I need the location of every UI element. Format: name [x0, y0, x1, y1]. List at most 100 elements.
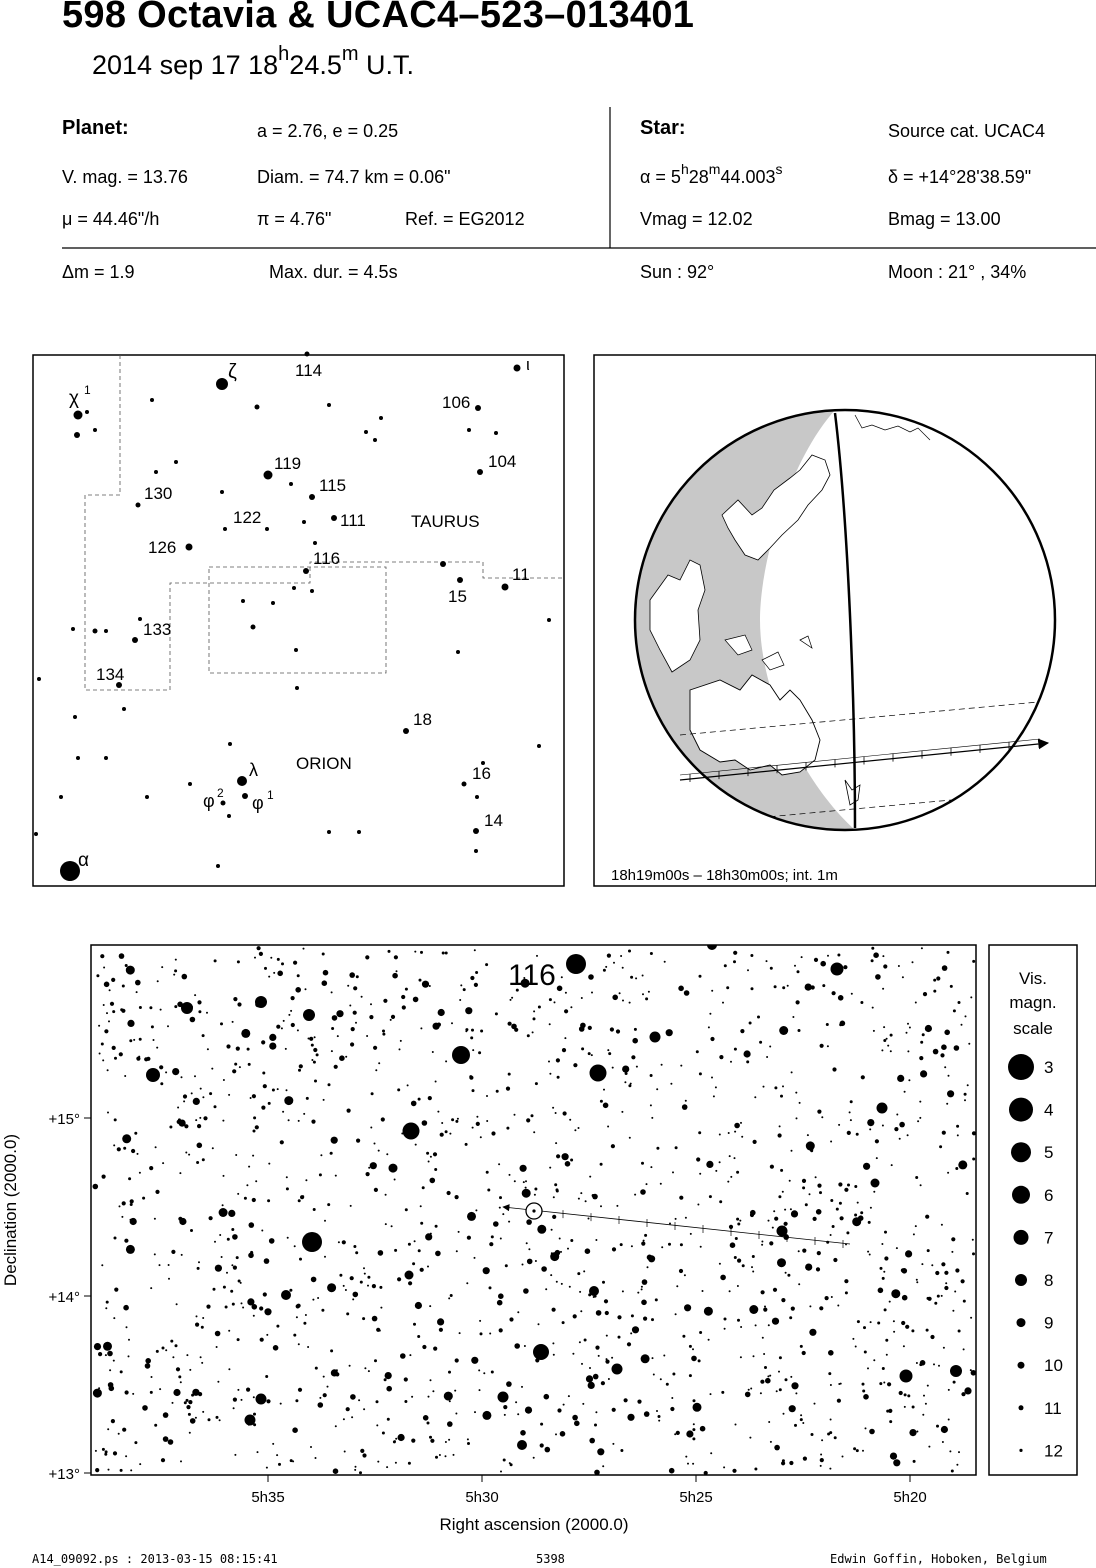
planet-ref: Ref. = EG2012 [405, 209, 525, 229]
finder-star [154, 470, 158, 474]
finder-label-phi2_sup: 2 [217, 786, 224, 800]
finder-star [122, 707, 126, 711]
finder-star [364, 430, 368, 434]
finder-star [289, 482, 293, 486]
event-datetime: 2014 sep 17 18h24.5m U.T. [92, 44, 414, 81]
landmass-australia [689, 674, 821, 776]
finder-star [379, 416, 383, 420]
xtick-5h20: 5h20 [893, 1489, 926, 1506]
ytick-15: +15° [49, 1111, 80, 1128]
finder-star [547, 618, 551, 622]
ra-prefix: α = 5 [640, 167, 681, 187]
finder-star [357, 830, 361, 834]
scale-mag-3: 3 [1044, 1058, 1053, 1077]
finder-star [71, 627, 75, 631]
finder-star [228, 742, 232, 746]
finder-star [220, 490, 224, 494]
finder-label-130: 130 [144, 484, 172, 503]
finder-star [73, 410, 83, 420]
finder-label-104: 104 [488, 452, 516, 471]
scale-dot-8 [1015, 1274, 1027, 1286]
named-stars [146, 945, 962, 1450]
finder-stars [34, 351, 551, 881]
landmass-sea [649, 559, 706, 673]
landmass-north [854, 414, 931, 441]
planet-motion: μ = 44.46"/h [62, 209, 160, 229]
ytick-14: +14° [49, 1289, 80, 1306]
label-116: 116 [508, 959, 556, 992]
finder-star [327, 403, 331, 407]
finder-star [373, 438, 377, 442]
finder-star [116, 682, 122, 688]
finder-label-106: 106 [442, 393, 470, 412]
finder-label-iota: ι [526, 355, 530, 374]
finder-star [135, 502, 141, 508]
finder-label-119: 119 [274, 454, 301, 473]
finder-star [481, 761, 485, 765]
finder-star [473, 828, 479, 834]
finder-star [331, 515, 337, 521]
scale-dot-12 [1019, 1448, 1023, 1452]
globe-caption: 18h19m00s – 18h30m00s; int. 1m [611, 867, 838, 884]
finder-star [216, 378, 228, 390]
star-header: Star: [640, 117, 686, 139]
finder-star [303, 568, 309, 574]
landmass-nz [844, 779, 861, 806]
finder-label-zeta: ζ [228, 361, 237, 383]
magnitude-scale: Vis. magn. scale 3 4 5 6 7 8 9 10 11 12 [988, 944, 1078, 1476]
finder-star [467, 428, 471, 432]
xtick-5h30: 5h30 [465, 1489, 498, 1506]
finder-label-chi_sup: 1 [84, 383, 91, 397]
chart-frame [90, 944, 977, 1476]
scale-title-3: scale [1013, 1019, 1053, 1038]
delta-mag: Δm = 1.9 [62, 262, 135, 282]
globe-panel: 18h19m00s – 18h30m00s; int. 1m [593, 354, 1096, 887]
finder-star [295, 686, 299, 690]
finder-star [271, 601, 275, 605]
finder-star [60, 861, 80, 881]
x-axis-label: Right ascension (2000.0) [439, 1515, 628, 1534]
page-title: 598 Octavia & UCAC4–523–013401 [62, 0, 695, 36]
finder-star [474, 849, 478, 853]
finder-star [138, 617, 142, 621]
star-bmag: Bmag = 13.00 [888, 209, 1001, 229]
finder-star [37, 677, 41, 681]
finder-star [227, 814, 231, 818]
finder-label-134: 134 [96, 665, 124, 684]
finder-star [188, 782, 192, 786]
field-stars [92, 946, 976, 1475]
finder-star [477, 469, 483, 475]
finder-star [76, 756, 80, 760]
minute-value: 24.5 [289, 50, 342, 80]
constellation-boundaries [84, 355, 564, 691]
finder-star [220, 800, 226, 806]
finder-star [327, 830, 331, 834]
footer-author: Edwin Goffin, Hoboken, Belgium [830, 1552, 1047, 1566]
finder-label-15: 15 [448, 587, 467, 606]
finder-star [150, 398, 154, 402]
finder-star [185, 543, 193, 551]
finder-label-115: 115 [319, 476, 346, 495]
finder-star [250, 624, 256, 630]
finder-star [461, 781, 467, 787]
finder-label-116: 116 [313, 549, 340, 568]
finder-star [265, 527, 269, 531]
finder-star [302, 520, 306, 524]
finder-star [223, 527, 227, 531]
ra-minutes: 28 [688, 167, 709, 187]
scale-frame [988, 944, 1078, 1476]
finder-star [85, 410, 89, 414]
ra-seconds: 44.003 [720, 167, 776, 187]
terminator [833, 412, 857, 829]
globe-outline [633, 408, 1057, 832]
scale-rows: 3 4 5 6 7 8 9 10 11 12 [1008, 1054, 1063, 1460]
finder-star [216, 864, 220, 868]
scale-mag-11: 11 [1044, 1399, 1062, 1418]
finder-star [104, 629, 108, 633]
finder-star [294, 648, 298, 652]
finder-label-114: 114 [295, 361, 322, 380]
ra-m-unit: m [708, 161, 721, 177]
y-axis-label: Declination (2000.0) [1, 1134, 20, 1286]
finder-label-11: 11 [512, 565, 530, 584]
